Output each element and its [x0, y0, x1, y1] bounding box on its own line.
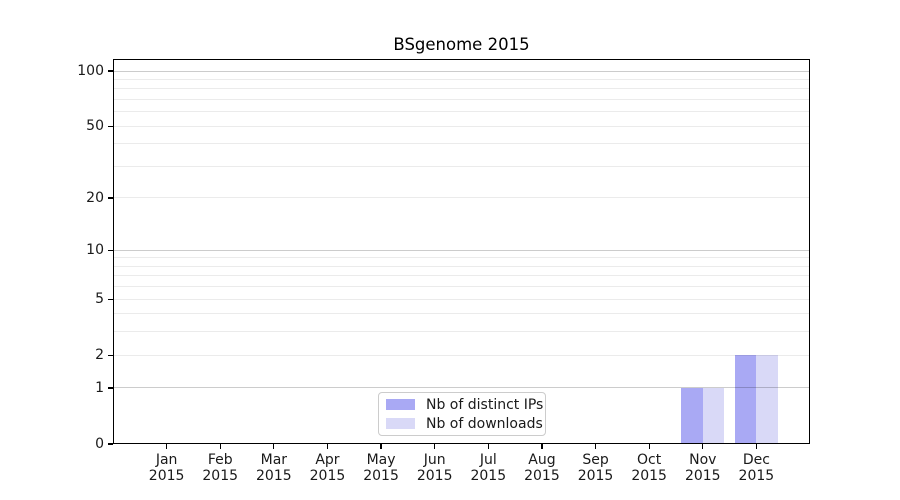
gridline-major: [113, 70, 810, 72]
y-tick-label: 100: [77, 63, 104, 79]
x-tick-label-year: 2015: [577, 468, 614, 484]
gridline-minor: [113, 331, 810, 333]
x-tick-label: Apr 2015: [291, 452, 363, 484]
x-tick-label-month: Mar: [260, 452, 288, 468]
bar-downloads: [702, 387, 725, 444]
x-tick-mark: [273, 444, 275, 449]
gridline-minor: [113, 197, 810, 199]
y-tick-label: 0: [95, 436, 104, 452]
x-tick-label: Aug 2015: [506, 452, 578, 484]
gridline-major: [113, 249, 810, 251]
x-tick-label-month: Oct: [637, 452, 662, 468]
x-tick-label-year: 2015: [202, 468, 239, 484]
x-tick-label-year: 2015: [416, 468, 453, 484]
x-tick-mark: [219, 444, 221, 449]
gridline-minor: [113, 111, 810, 113]
x-tick-label: Sep 2015: [560, 452, 632, 484]
bar-downloads: [756, 355, 778, 444]
x-tick-mark: [755, 444, 757, 449]
bar-distinct-ips: [734, 355, 757, 444]
x-tick-label: Feb 2015: [184, 452, 256, 484]
gridline-minor: [113, 143, 810, 145]
x-tick-label-year: 2015: [738, 468, 775, 484]
x-tick-label-month: Aug: [528, 452, 556, 468]
legend-swatch-downloads: [386, 418, 415, 429]
gridline-minor: [113, 275, 810, 277]
y-tick-mark: [108, 70, 113, 72]
gridline-minor: [113, 88, 810, 90]
x-tick-label-year: 2015: [631, 468, 667, 484]
x-tick-mark: [434, 444, 436, 449]
bar-distinct-ips: [681, 387, 703, 444]
x-tick-label-year: 2015: [363, 468, 399, 484]
gridline-minor: [113, 265, 810, 267]
gridline-minor: [113, 125, 810, 127]
plot-area: [113, 59, 810, 444]
x-tick-label-year: 2015: [524, 468, 560, 484]
x-tick-mark: [594, 444, 597, 449]
gridline-minor: [113, 257, 810, 259]
legend-label-downloads: Nb of downloads: [426, 415, 543, 432]
x-tick-label-month: Jun: [423, 452, 446, 468]
x-tick-label-month: Sep: [582, 452, 609, 468]
y-tick-mark: [108, 354, 113, 356]
x-tick-label: Jan 2015: [131, 452, 203, 484]
x-tick-label: Oct 2015: [613, 452, 685, 484]
gridline-minor: [113, 165, 810, 167]
legend-swatch-distinct-ips: [386, 399, 415, 410]
gridline-minor: [113, 99, 810, 100]
x-tick-mark: [541, 444, 543, 449]
x-tick-mark: [487, 444, 489, 449]
chart-title: BSgenome 2015: [393, 35, 530, 54]
x-tick-label-month: Feb: [207, 452, 233, 468]
x-tick-mark: [166, 444, 168, 449]
y-tick-mark: [108, 197, 113, 199]
gridline-major: [113, 387, 810, 389]
x-tick-mark: [648, 444, 650, 449]
x-tick-label-month: Nov: [689, 452, 717, 468]
y-tick-label: 1: [95, 379, 104, 396]
gridline-minor: [113, 78, 810, 80]
legend-label-distinct-ips: Nb of distinct IPs: [426, 396, 544, 413]
legend: Nb of distinct IPs Nb of downloads: [378, 392, 546, 436]
x-tick-label-month: Jan: [155, 452, 178, 468]
y-tick-mark: [108, 125, 113, 127]
x-tick-label-year: 2015: [470, 468, 507, 484]
x-tick-mark: [326, 444, 329, 449]
x-tick-label-month: May: [366, 452, 396, 468]
y-tick-label: 50: [86, 118, 104, 135]
x-tick-label-month: Apr: [315, 452, 340, 468]
x-tick-label: Jul 2015: [452, 452, 524, 484]
y-tick-label: 2: [95, 347, 104, 364]
x-tick-label-year: 2015: [148, 468, 185, 484]
gridline-minor: [113, 354, 810, 356]
legend-entry-downloads: Nb of downloads: [386, 415, 545, 432]
y-tick-mark: [108, 298, 113, 300]
x-tick-label-month: Dec: [742, 452, 770, 468]
x-tick-label: Dec 2015: [720, 452, 792, 484]
x-tick-label: Jun 2015: [399, 452, 471, 484]
x-tick-label-month: Jul: [479, 452, 497, 468]
y-tick-label: 10: [86, 242, 104, 259]
x-tick-label: Nov 2015: [667, 452, 739, 484]
gridline-minor: [113, 313, 810, 315]
y-tick-mark: [108, 387, 113, 389]
y-tick-label: 20: [86, 189, 104, 206]
x-tick-label: Mar 2015: [238, 452, 310, 484]
x-tick-label-year: 2015: [309, 468, 346, 484]
y-tick-mark: [108, 443, 113, 445]
x-tick-label-year: 2015: [684, 468, 721, 484]
gridline-minor: [113, 286, 810, 288]
x-tick-mark: [380, 444, 382, 449]
y-tick-label: 5: [95, 291, 104, 308]
x-tick-label-year: 2015: [256, 468, 292, 484]
x-tick-mark: [702, 444, 704, 449]
gridline-minor: [113, 298, 810, 300]
y-tick-mark: [108, 249, 113, 251]
x-tick-label: May 2015: [345, 452, 417, 484]
legend-entry-distinct-ips: Nb of distinct IPs: [386, 396, 545, 413]
